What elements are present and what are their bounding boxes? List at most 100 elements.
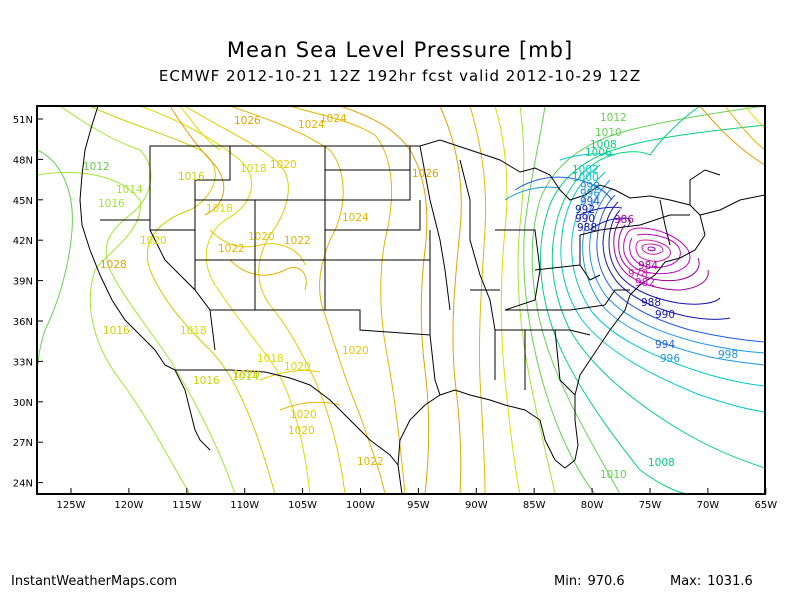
lon-label: 95W <box>407 500 430 511</box>
isobar-line <box>139 106 311 494</box>
lat-label: 30N <box>13 398 33 409</box>
min-value-readout: Min: 970.6 <box>554 574 631 589</box>
state-line <box>255 199 326 261</box>
lon-label: 75W <box>639 500 662 511</box>
isobar-label: 1008 <box>590 139 617 151</box>
isobar-line <box>514 176 613 201</box>
isobar-labels: 1012101010081006100210009989969949929909… <box>83 112 738 481</box>
isobar-label: 1016 <box>98 198 125 210</box>
state-line <box>149 146 216 351</box>
lon-label: 105W <box>288 500 317 511</box>
state-line <box>604 289 630 306</box>
isobar-line <box>647 246 656 252</box>
lat-label: 24N <box>13 479 33 490</box>
isobar-label: 1020 <box>248 231 275 243</box>
isobar-line <box>37 149 73 381</box>
lat-label: 36N <box>13 317 33 328</box>
isobar-label: 1018 <box>180 325 207 337</box>
east-coastline <box>554 214 706 469</box>
lon-label: 125W <box>57 500 86 511</box>
state-line <box>195 259 256 311</box>
max-label: Max: <box>670 574 702 589</box>
canada-coast <box>699 194 765 216</box>
isobar-label: 1016 <box>103 325 130 337</box>
isobar-label: 1026 <box>234 115 261 127</box>
isobar-label: 1028 <box>100 259 127 271</box>
isobar-label: 1012 <box>83 161 110 173</box>
state-line <box>325 260 431 336</box>
isobar-line <box>279 401 341 411</box>
isobar-label: 994 <box>655 339 675 351</box>
lon-label: 110W <box>230 500 259 511</box>
source-credit: InstantWeatherMaps.com <box>11 574 178 589</box>
isobar-label: 1014 <box>232 371 259 383</box>
max-value-readout: Max: 1031.6 <box>670 574 759 589</box>
isobar-label: 986 <box>614 214 634 226</box>
isobar-label: 988 <box>641 297 661 309</box>
isobar-line <box>629 233 681 269</box>
isobar-line <box>560 164 765 413</box>
isobar-line <box>229 106 386 494</box>
canada-border <box>150 139 521 173</box>
state-line <box>495 329 591 336</box>
isobar-line <box>582 179 765 366</box>
state-line <box>534 264 601 281</box>
west-coastline <box>79 106 176 371</box>
state-line <box>194 146 231 230</box>
isobar-label: 984 <box>638 260 658 272</box>
state-line <box>505 304 606 311</box>
isobar-line <box>589 187 765 354</box>
isobar-line <box>641 243 664 255</box>
lat-label: 48N <box>13 155 33 166</box>
isobar-label: 990 <box>655 309 675 321</box>
isobar-line <box>169 106 225 216</box>
isobar-label: 1020 <box>290 409 317 421</box>
isobar-line <box>744 106 765 129</box>
isobar-line <box>59 106 236 494</box>
lat-label: 42N <box>13 236 33 247</box>
isobar-line <box>229 259 307 291</box>
isobar-label: 1010 <box>595 127 622 139</box>
state-line <box>410 145 451 311</box>
isobar-label: 1018 <box>257 353 284 365</box>
isobar-line <box>623 227 691 275</box>
isobar-label: 1014 <box>116 184 143 196</box>
isobar-line <box>724 106 765 151</box>
state-line <box>429 334 441 396</box>
isobar-label: 1010 <box>600 469 627 481</box>
map-title: Mean Sea Level Pressure [mb] <box>226 38 574 62</box>
map-frame <box>36 105 766 495</box>
isobar-line <box>523 106 596 494</box>
isobar-label: 1020 <box>233 369 260 381</box>
min-value: 970.6 <box>587 574 625 589</box>
lat-label: 33N <box>13 357 33 368</box>
isobar-label: 1022 <box>218 243 245 255</box>
state-line <box>689 169 721 205</box>
lon-label: 90W <box>465 500 488 511</box>
isobar-label: 1000 <box>572 172 599 184</box>
isobar-line <box>531 106 765 494</box>
latitude-axis: 51N 48N 45N 42N 39N 36N 33N 30N 27N 24N <box>13 115 43 490</box>
min-label: Min: <box>554 574 582 589</box>
gulf-coastline <box>397 389 556 494</box>
isobar-line <box>469 106 487 494</box>
isobar-line <box>209 229 306 266</box>
great-lakes <box>519 167 701 216</box>
isobar-label: 1016 <box>193 375 220 387</box>
lat-label: 45N <box>13 196 33 207</box>
lon-label: 70W <box>697 500 720 511</box>
isobar-line <box>504 186 561 201</box>
isobar-line <box>184 106 346 494</box>
mexico-baja-coastline <box>174 369 211 451</box>
state-line <box>325 200 421 231</box>
isobar-label: 1020 <box>140 235 167 247</box>
isobar-line <box>179 106 221 151</box>
isobar-line <box>494 106 521 494</box>
isobar-label: 996 <box>660 353 680 365</box>
lon-label: 120W <box>114 500 143 511</box>
isobar-label: 1006 <box>585 147 612 159</box>
lat-label: 39N <box>13 277 33 288</box>
isobar-label: 1020 <box>288 425 315 437</box>
isobar-label: 978 <box>628 268 648 280</box>
